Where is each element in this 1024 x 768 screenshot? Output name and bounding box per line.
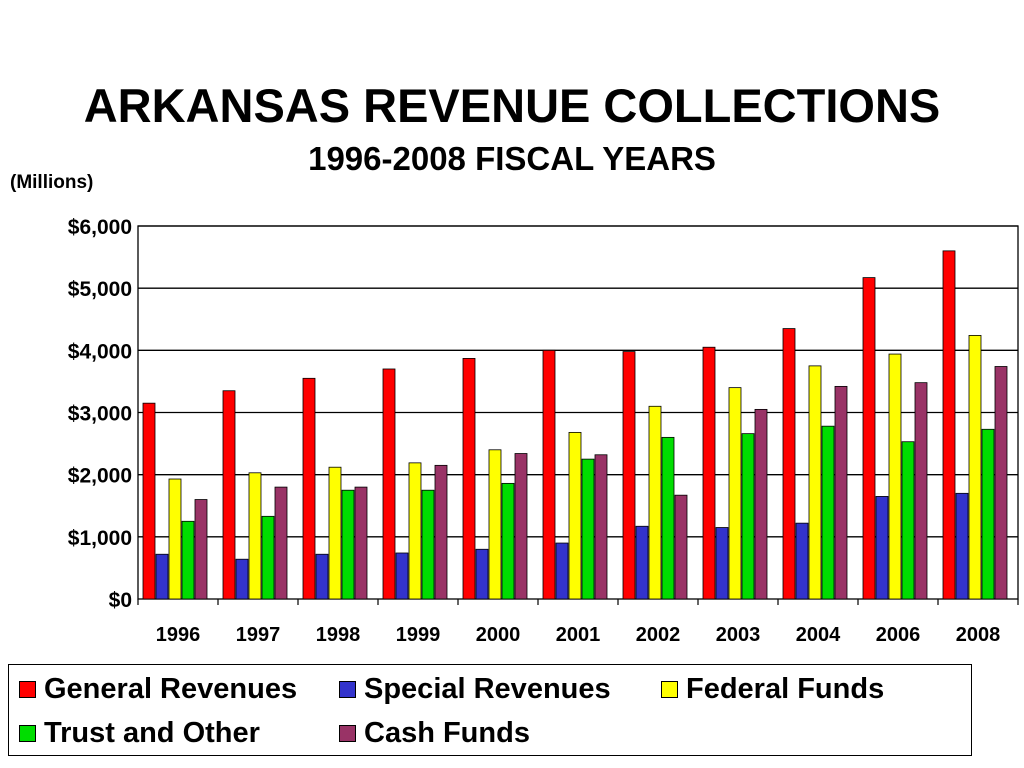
y-tick-label: $3,000 — [68, 403, 132, 426]
bar — [914, 382, 928, 600]
bar — [181, 520, 195, 600]
legend-label: Cash Funds — [364, 717, 530, 749]
bar — [395, 552, 409, 600]
bar — [475, 548, 489, 600]
legend-label: Trust and Other — [44, 717, 260, 749]
legend-swatch — [339, 725, 356, 742]
y-tick-label: $6,000 — [68, 216, 132, 239]
bar — [661, 436, 675, 600]
bar — [248, 472, 262, 600]
bar — [382, 368, 396, 600]
bar — [155, 553, 169, 600]
bar — [354, 486, 368, 600]
bar — [648, 405, 662, 600]
bar — [274, 486, 288, 600]
legend-item: General Revenues — [19, 673, 297, 706]
bar — [942, 250, 956, 600]
legend-item: Federal Funds — [661, 673, 884, 706]
bar — [622, 351, 636, 600]
legend-swatch — [19, 681, 36, 698]
bar — [994, 366, 1008, 600]
bar — [341, 489, 355, 600]
bar — [674, 494, 688, 600]
x-tick-label: 1997 — [236, 624, 281, 646]
bar — [955, 492, 969, 600]
bar — [568, 431, 582, 600]
bar — [728, 387, 742, 600]
bar — [702, 346, 716, 600]
bar — [635, 525, 649, 600]
x-tick-label: 2000 — [476, 624, 521, 646]
legend-swatch — [19, 725, 36, 742]
bar — [194, 499, 208, 600]
bar — [261, 515, 275, 600]
y-tick-label: $2,000 — [68, 465, 132, 488]
bar — [581, 458, 595, 600]
bar — [462, 358, 476, 600]
x-tick-label: 2002 — [636, 624, 681, 646]
bar — [434, 464, 448, 600]
bar — [501, 482, 515, 600]
bar — [741, 433, 755, 600]
legend-label: General Revenues — [44, 673, 298, 705]
legend-swatch — [339, 681, 356, 698]
bar — [834, 385, 848, 600]
y-tick-label: $1,000 — [68, 527, 132, 550]
x-tick-label: 2006 — [876, 624, 921, 646]
y-axis-unit-label: (Millions) — [10, 172, 94, 193]
bar — [782, 328, 796, 600]
bar — [968, 335, 982, 600]
x-tick-label: 1996 — [156, 624, 201, 646]
bar-chart: $0 $1,000 $2,000 $3,000 $4,000 $5,000 $6,000 19… — [68, 216, 1019, 646]
bar — [315, 553, 329, 600]
x-tick-label: 2003 — [716, 624, 761, 646]
bar — [408, 462, 422, 600]
bar — [421, 489, 435, 600]
bar — [488, 449, 502, 600]
x-tick-label: 2004 — [796, 624, 841, 646]
legend-label: Federal Funds — [686, 673, 885, 705]
x-tick-label: 2008 — [956, 624, 1001, 646]
bar — [754, 408, 768, 600]
bar — [222, 390, 236, 600]
x-tick-label: 2001 — [556, 624, 601, 646]
x-tick-label: 1998 — [316, 624, 361, 646]
bar — [862, 277, 876, 600]
bar — [875, 496, 889, 600]
y-tick-label: $4,000 — [68, 340, 132, 363]
bar — [302, 377, 316, 600]
chart-legend: General Revenues Special Revenues Federal … — [8, 664, 972, 756]
bar — [808, 365, 822, 600]
legend-label: Special Revenues — [364, 673, 611, 705]
y-tick-label: $0 — [109, 589, 132, 612]
bar — [888, 353, 902, 600]
bar — [142, 402, 156, 600]
bar — [795, 522, 809, 600]
chart-subtitle: 1996-2008 FISCAL YEARS — [308, 140, 716, 177]
bar — [542, 349, 556, 600]
bar — [555, 542, 569, 600]
legend-swatch — [661, 681, 678, 698]
bar — [235, 558, 249, 600]
bar — [821, 425, 835, 600]
bar — [594, 454, 608, 600]
legend-item: Cash Funds — [339, 717, 530, 750]
y-tick-label: $5,000 — [68, 278, 132, 301]
bar — [514, 453, 528, 600]
bar — [901, 441, 915, 600]
bar — [168, 478, 182, 600]
chart-title: ARKANSAS REVENUE COLLECTIONS — [83, 79, 941, 132]
bar — [981, 428, 995, 600]
x-tick-label: 1999 — [396, 624, 441, 646]
legend-item: Trust and Other — [19, 717, 260, 750]
legend-item: Special Revenues — [339, 673, 611, 706]
bar — [328, 466, 342, 600]
bar — [715, 527, 729, 600]
